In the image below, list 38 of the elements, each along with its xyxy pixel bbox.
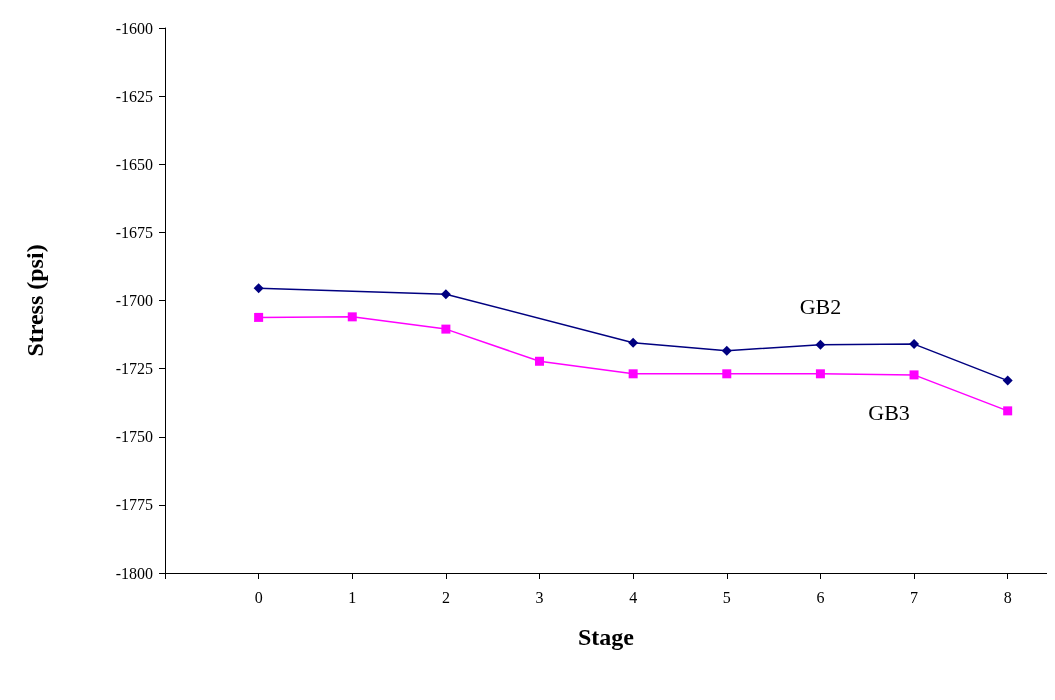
point: [909, 339, 920, 350]
point: [254, 312, 264, 322]
y-tick-label: -1800: [115, 564, 153, 582]
point: [722, 369, 732, 379]
y-tick-label: -1625: [115, 87, 153, 105]
y-tick-label: -1600: [115, 19, 153, 37]
point: [440, 289, 451, 300]
point: [815, 369, 825, 379]
x-tick-label: 8: [1003, 588, 1012, 606]
x-tick-label: 4: [629, 588, 638, 606]
x-tick-label: 3: [535, 588, 544, 606]
point: [253, 283, 264, 294]
x-tick-label: 5: [722, 588, 731, 606]
x-tick-label: 2: [441, 588, 450, 606]
point: [815, 339, 826, 350]
point: [1003, 406, 1013, 416]
point: [721, 345, 732, 356]
point: [628, 337, 639, 348]
x-tick-label: 6: [816, 588, 825, 606]
x-tick-label: 7: [910, 588, 919, 606]
y-tick-label: -1750: [115, 428, 153, 446]
point: [1002, 375, 1013, 386]
y-tick-label: -1775: [115, 496, 153, 514]
point: [909, 370, 919, 380]
series-label: GB3: [868, 399, 910, 425]
y-tick-label: -1675: [115, 223, 153, 241]
y-tick-label: -1700: [115, 292, 153, 309]
y-tick-label: -1650: [115, 155, 153, 173]
point: [628, 369, 638, 379]
y-tick-label: -1725: [115, 360, 153, 378]
series-label: GB2: [799, 294, 842, 320]
y-axis-title: Stress (psi): [22, 244, 48, 357]
x-axis-title: Stage: [578, 624, 635, 650]
x-tick-label: 0: [254, 588, 263, 606]
point: [441, 324, 451, 334]
x-tick-label: 1: [348, 588, 357, 606]
point: [535, 356, 545, 366]
point: [347, 312, 357, 322]
